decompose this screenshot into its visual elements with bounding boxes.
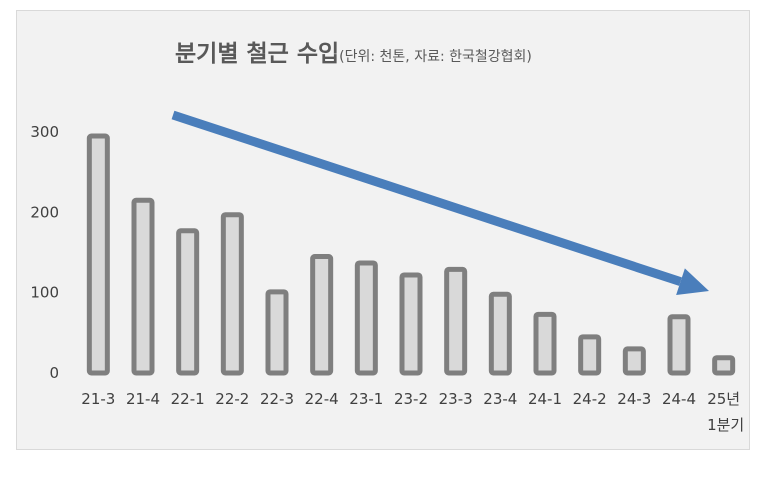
x-tick-label: 25년 [707, 390, 740, 408]
x-tick-label: 23-3 [439, 390, 473, 408]
x-tick-label: 23-1 [349, 390, 383, 408]
x-tick-label: 21-4 [126, 390, 160, 408]
x-tick-label: 24-2 [573, 390, 607, 408]
y-tick-label: 200 [30, 203, 59, 221]
bars [86, 133, 736, 376]
bar [488, 291, 512, 376]
bar [354, 260, 378, 376]
bar [265, 289, 289, 376]
bar [86, 133, 110, 376]
x-tick-label: 23-2 [394, 390, 428, 408]
bar [712, 355, 736, 376]
bar [533, 311, 557, 376]
bar [399, 272, 423, 376]
x-tick-label: 22-2 [215, 390, 249, 408]
bar [131, 197, 155, 376]
bar-chart: 분기별 철근 수입(단위: 천톤, 자료: 한국철강협회) 0 100 200 300… [30, 41, 744, 434]
bar [176, 228, 200, 376]
x-tick-label: 22-4 [305, 390, 339, 408]
x-tick-label: 22-1 [171, 390, 205, 408]
bar [667, 314, 691, 376]
bar [622, 346, 646, 376]
y-tick-label: 0 [49, 364, 59, 382]
x-tick-label: 24-3 [617, 390, 651, 408]
x-tick-label: 1분기 [707, 416, 744, 434]
chart-area: 분기별 철근 수입(단위: 천톤, 자료: 한국철강협회) 0 100 200 300… [16, 10, 750, 450]
bar [220, 212, 244, 376]
trend-arrow-shaft [171, 110, 682, 286]
y-tick-label: 100 [30, 284, 59, 302]
chart-title-main: 분기별 철근 수입 [175, 41, 339, 67]
y-axis-ticks: 0 100 200 300 [30, 123, 59, 382]
x-axis-ticks: 21-3 21-4 22-1 22-2 22-3 22-4 23-1 23-2 23-3 23-4… [81, 390, 744, 434]
trend-arrow [171, 110, 709, 295]
x-tick-label: 21-3 [81, 390, 115, 408]
y-tick-label: 300 [30, 123, 59, 141]
chart-title: 분기별 철근 수입(단위: 천톤, 자료: 한국철강협회) [175, 41, 532, 67]
x-tick-label: 24-4 [662, 390, 696, 408]
x-tick-label: 23-4 [483, 390, 517, 408]
bar [578, 334, 602, 376]
x-tick-label: 24-1 [528, 390, 562, 408]
bar [444, 266, 468, 376]
bar [310, 254, 334, 376]
chart-title-sub: (단위: 천톤, 자료: 한국철강협회) [339, 49, 532, 65]
x-tick-label: 22-3 [260, 390, 294, 408]
trend-arrow-head [676, 268, 709, 295]
